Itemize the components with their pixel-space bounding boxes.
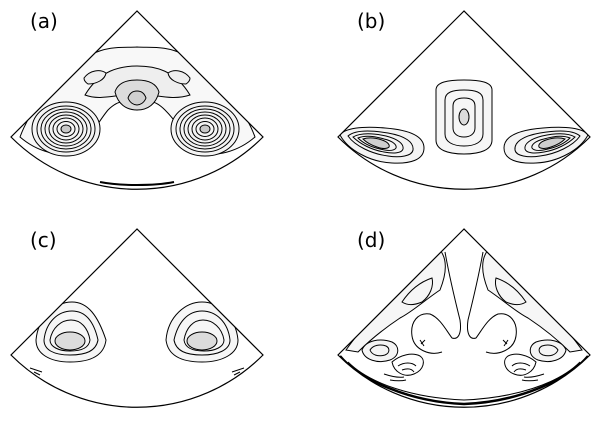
panel-a-contour-top-core <box>128 91 146 105</box>
panel-c-plot <box>11 229 263 407</box>
panel-c-edge-marks <box>30 368 244 375</box>
panel-d-plot <box>338 229 590 407</box>
panel-d-right-streak <box>483 250 582 352</box>
panel-a-left-lobe <box>32 102 100 156</box>
panel-b-right-lobe <box>504 127 588 163</box>
panel-d-right-lower-feature <box>503 340 566 381</box>
panel-c-left-lobe <box>36 302 106 362</box>
panel-a-plot <box>11 11 263 189</box>
panel-b-plot <box>338 11 590 189</box>
panel-a-right-lobe <box>171 102 239 156</box>
panel-d-left-lower-feature <box>362 340 425 381</box>
panel-d-left-streak <box>346 250 445 352</box>
panel-c-right-lobe <box>166 302 238 362</box>
panel-b-center-column <box>436 80 492 154</box>
panel-b-left-lobe <box>340 127 424 163</box>
panel-a-edge-bottom <box>100 182 174 185</box>
panel-d-bottom-edge <box>340 356 588 404</box>
